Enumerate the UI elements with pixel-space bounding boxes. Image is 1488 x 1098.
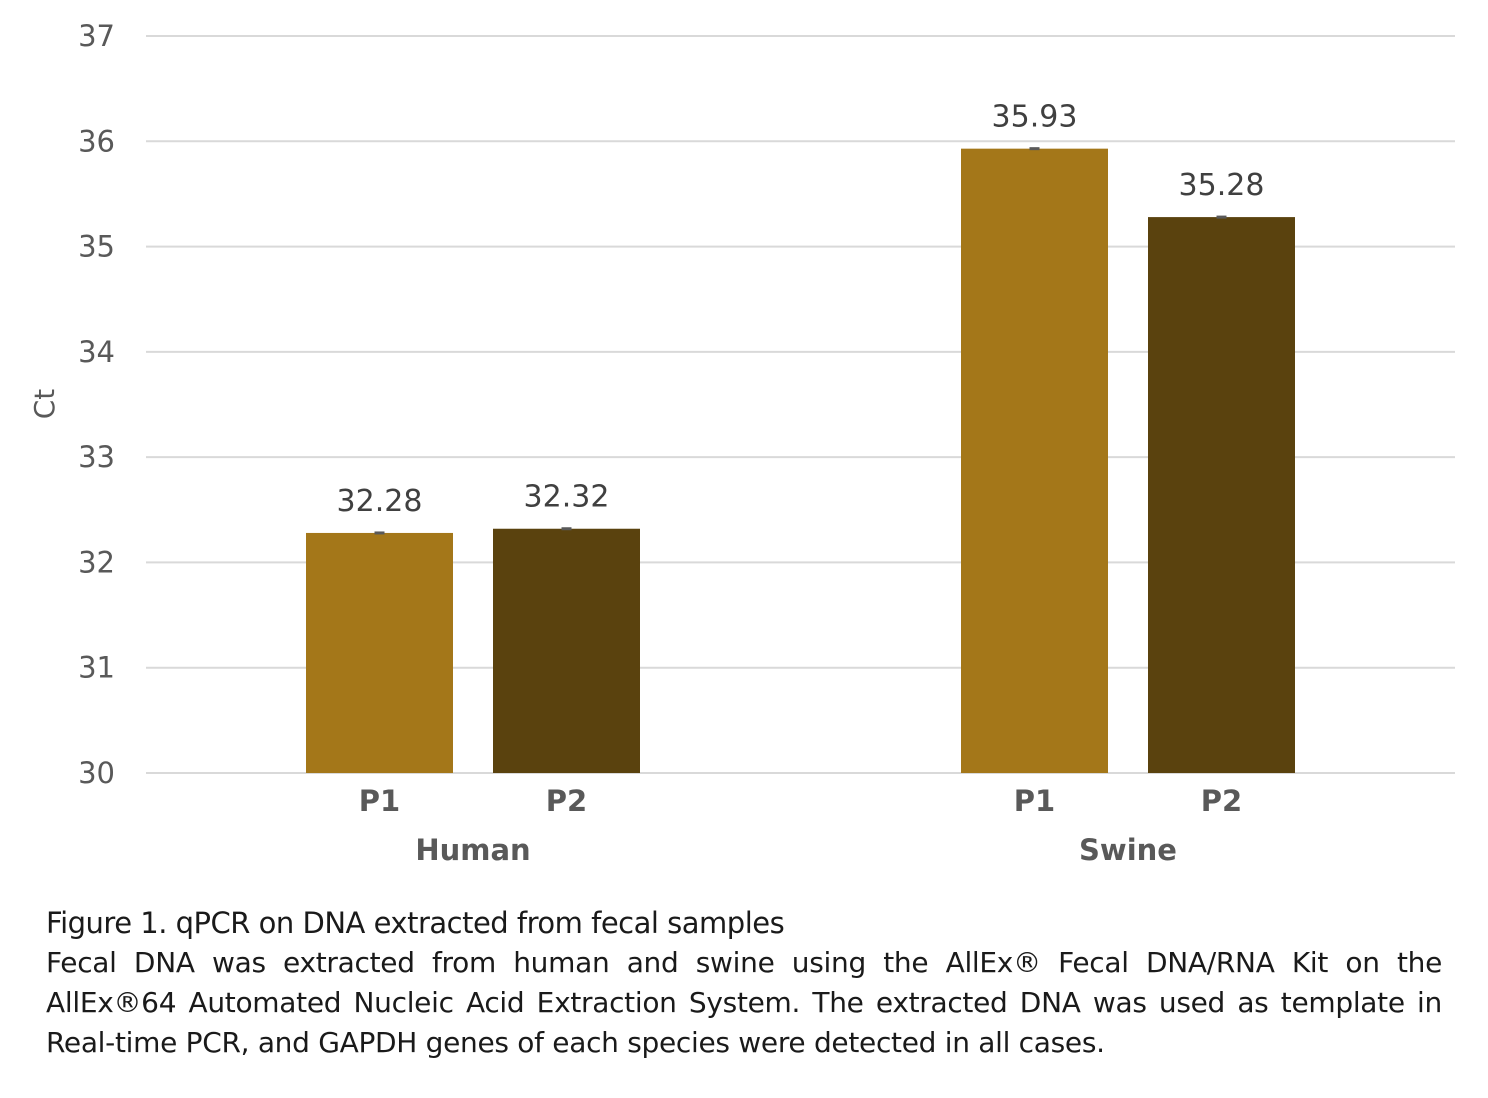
y-axis-ticks: 30 31 32 33 34 35 36 37 xyxy=(78,19,115,790)
figure-caption: Figure 1. qPCR on DNA extracted from fec… xyxy=(46,903,1442,1063)
y-tick-label: 34 xyxy=(78,335,115,369)
data-label: 35.93 xyxy=(992,100,1078,135)
x-tick-label: P2 xyxy=(1201,784,1242,818)
data-labels: 32.28 32.32 35.93 35.28 xyxy=(337,100,1265,519)
data-label: 32.28 xyxy=(337,484,423,519)
y-tick-label: 33 xyxy=(78,440,115,474)
y-tick-label: 31 xyxy=(78,651,115,685)
bar-swine-p2 xyxy=(1148,217,1295,773)
y-tick-label: 37 xyxy=(78,19,115,53)
bar-human-p2 xyxy=(493,528,640,773)
category-labels: P1 P2 Human P1 P2 Swine xyxy=(359,784,1242,867)
x-tick-label: P1 xyxy=(359,784,400,818)
y-axis-title: Ct xyxy=(28,389,61,420)
y-tick-label: 36 xyxy=(78,124,115,158)
bars xyxy=(306,147,1295,774)
y-tick-label: 35 xyxy=(78,230,115,264)
caption-body: Fecal DNA was extracted from human and s… xyxy=(46,946,1442,1059)
data-label: 32.32 xyxy=(524,480,610,515)
bar-swine-p1 xyxy=(961,148,1108,774)
bar-chart: 30 31 32 33 34 35 36 37 Ct 32.28 32.32 35.93 35.28… xyxy=(28,19,1455,867)
data-label: 35.28 xyxy=(1179,168,1265,203)
y-tick-label: 32 xyxy=(78,545,115,579)
x-tick-label: P1 xyxy=(1014,784,1055,818)
bar-human-p1 xyxy=(306,532,453,773)
group-label: Human xyxy=(415,833,530,867)
caption-title: Figure 1. qPCR on DNA extracted from fec… xyxy=(46,906,785,940)
x-tick-label: P2 xyxy=(546,784,587,818)
group-label: Swine xyxy=(1079,833,1177,867)
y-tick-label: 30 xyxy=(78,756,115,790)
